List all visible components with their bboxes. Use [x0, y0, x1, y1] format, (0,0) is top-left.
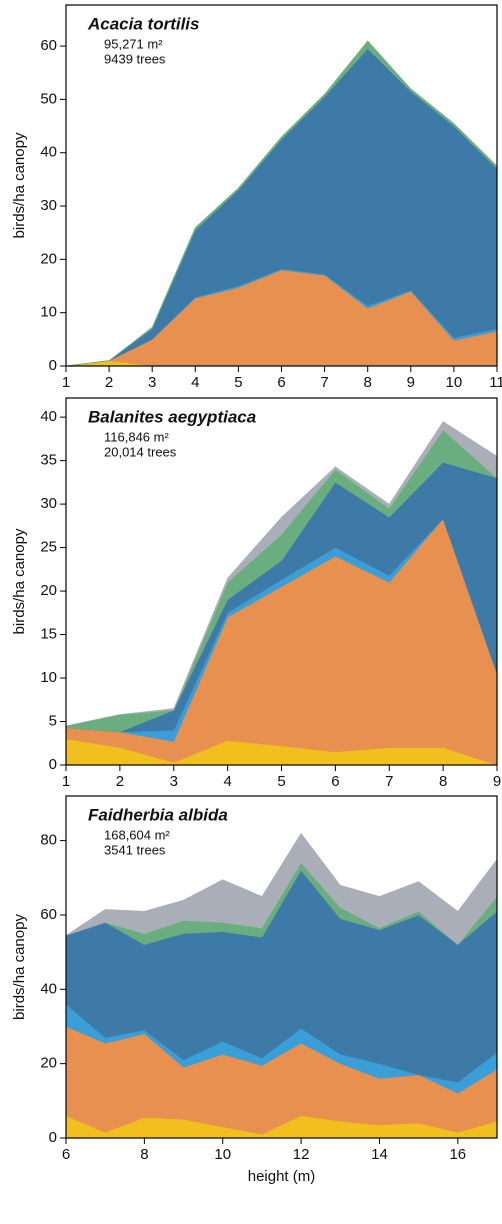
y-tick-label: 30 [40, 197, 57, 214]
x-tick-label: 10 [446, 374, 463, 391]
x-tick-label: 10 [214, 1146, 231, 1163]
x-tick-label: 12 [293, 1146, 310, 1163]
y-tick-label: 15 [40, 626, 57, 643]
y-tick-label: 0 [49, 1129, 57, 1146]
y-tick-label: 0 [49, 756, 57, 773]
x-tick-label: 4 [191, 374, 199, 391]
x-tick-label: 8 [364, 374, 372, 391]
y-tick-label: 5 [49, 712, 57, 729]
y-tick-label: 50 [40, 90, 57, 107]
y-tick-label: 20 [40, 1055, 57, 1072]
x-tick-label: 7 [385, 773, 393, 790]
y-tick-label: 60 [40, 906, 57, 923]
x-tick-label: 11 [489, 374, 502, 391]
x-tick-label: 9 [407, 374, 415, 391]
y-tick-label: 40 [40, 980, 57, 997]
annotation: 168,604 m² [104, 827, 170, 842]
x-tick-label: 9 [493, 773, 501, 790]
x-tick-label: 8 [140, 1146, 148, 1163]
x-tick-label: 3 [148, 374, 156, 391]
y-axis-label: birds/ha canopy [11, 528, 28, 634]
y-tick-label: 60 [40, 37, 57, 54]
x-tick-label: 3 [170, 773, 178, 790]
annotation: 95,271 m² [104, 36, 163, 51]
x-tick-label: 8 [439, 773, 447, 790]
y-tick-label: 20 [40, 582, 57, 599]
y-axis-label: birds/ha canopy [11, 132, 28, 238]
y-tick-label: 40 [40, 144, 57, 161]
y-tick-label: 20 [40, 250, 57, 267]
x-tick-label: 6 [331, 773, 339, 790]
y-tick-label: 30 [40, 495, 57, 512]
x-tick-label: 5 [277, 773, 285, 790]
y-tick-label: 40 [40, 408, 57, 425]
x-tick-label: 5 [234, 374, 242, 391]
x-tick-label: 7 [320, 374, 328, 391]
x-tick-label: 16 [449, 1146, 466, 1163]
chart-title: Acacia tortilis [87, 14, 200, 33]
annotation: 20,014 trees [104, 444, 177, 459]
x-tick-label: 6 [62, 1146, 70, 1163]
x-tick-label: 14 [371, 1146, 388, 1163]
annotation: 3541 trees [104, 842, 166, 857]
annotation: 116,846 m² [104, 429, 169, 444]
y-tick-label: 80 [40, 832, 57, 849]
y-axis-label: birds/ha canopy [11, 914, 28, 1020]
x-tick-label: 6 [277, 374, 285, 391]
y-tick-label: 0 [49, 357, 57, 374]
x-tick-label: 2 [105, 374, 113, 391]
x-tick-label: 2 [116, 773, 124, 790]
y-tick-label: 35 [40, 452, 57, 469]
y-tick-label: 25 [40, 539, 57, 556]
x-tick-label: 4 [223, 773, 231, 790]
annotation: 9439 trees [104, 51, 166, 66]
chart-title: Faidherbia albida [88, 805, 228, 824]
plot-frame [65, 795, 498, 1139]
chart-title: Balanites aegyptiaca [88, 407, 256, 426]
x-axis-label: height (m) [248, 1168, 316, 1185]
y-tick-label: 10 [40, 304, 57, 321]
y-tick-label: 10 [40, 669, 57, 686]
x-tick-label: 1 [62, 773, 70, 790]
x-tick-label: 1 [62, 374, 70, 391]
